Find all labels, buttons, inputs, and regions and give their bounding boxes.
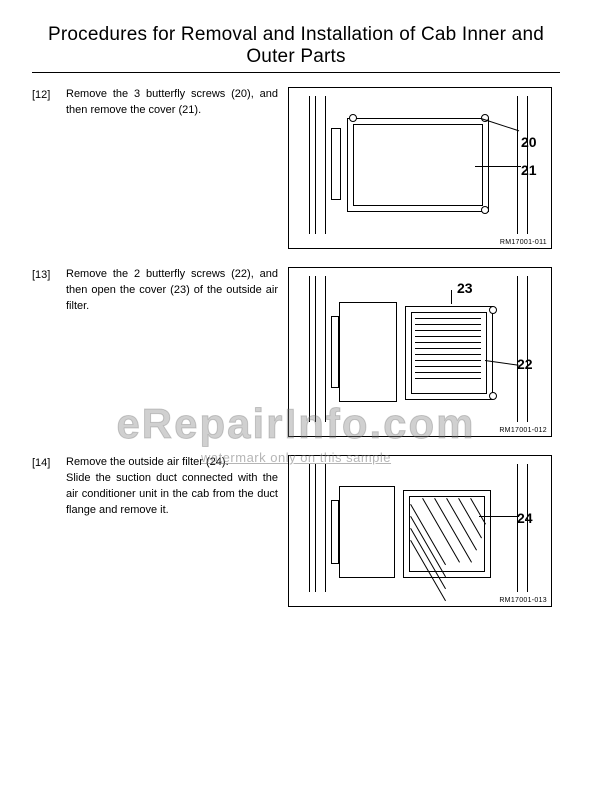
figure-drawing: [297, 276, 543, 422]
callout-label: 21: [521, 162, 537, 178]
figure: 23 22 RM17001-012: [288, 267, 552, 437]
figure-drawing: [297, 464, 543, 592]
figure: 24 RM17001-013: [288, 455, 552, 607]
step-number: [14]: [32, 455, 66, 472]
step-row: [13] Remove the 2 butterfly screws (22),…: [32, 267, 560, 437]
figure-drawing: [297, 96, 543, 234]
step-body: Remove the 2 butterfly screws (22), and …: [66, 267, 560, 437]
step-body: Remove the 3 butterfly screws (20), and …: [66, 87, 560, 249]
figure-code: RM17001-013: [499, 597, 547, 604]
step-text: Remove the outside air filter (24). Slid…: [66, 455, 278, 607]
step-text: Remove the 2 butterfly screws (22), and …: [66, 267, 278, 437]
figure: 20 21 RM17001-011: [288, 87, 552, 249]
step-row: [12] Remove the 3 butterfly screws (20),…: [32, 87, 560, 249]
callout-label: 22: [517, 356, 533, 372]
callout-label: 23: [457, 280, 473, 296]
page-title: Procedures for Removal and Installation …: [32, 24, 560, 68]
step-text: Remove the 3 butterfly screws (20), and …: [66, 87, 278, 249]
document-page: Procedures for Removal and Installation …: [0, 0, 592, 645]
callout-label: 24: [517, 510, 533, 526]
step-number: [12]: [32, 87, 66, 104]
step-body: Remove the outside air filter (24). Slid…: [66, 455, 560, 607]
figure-code: RM17001-012: [499, 427, 547, 434]
step-number: [13]: [32, 267, 66, 284]
title-rule: [32, 72, 560, 73]
callout-label: 20: [521, 134, 537, 150]
step-row: [14] Remove the outside air filter (24).…: [32, 455, 560, 607]
figure-code: RM17001-011: [500, 239, 547, 246]
